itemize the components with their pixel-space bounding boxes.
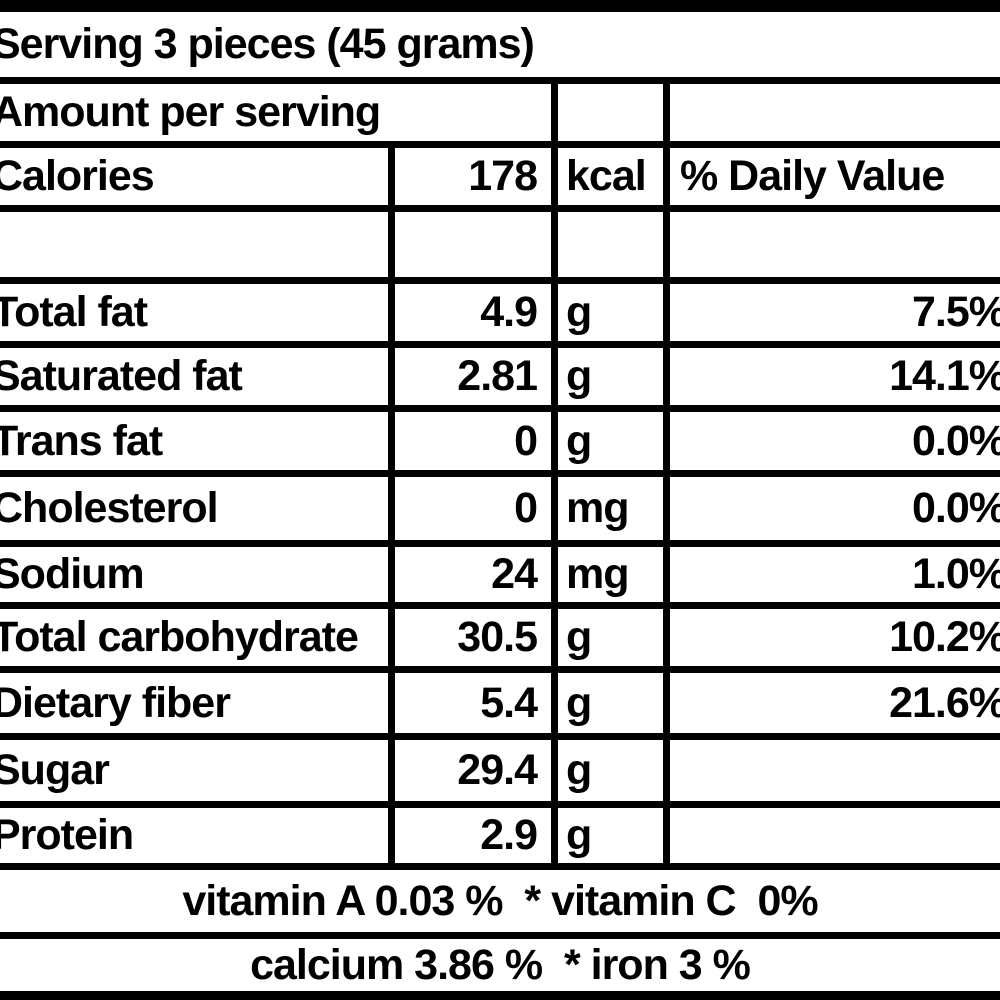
nutrient-daily-value: 7.5% (911, 288, 1000, 336)
nutrient-label: Saturated fat (0, 348, 395, 405)
daily-value-header: % Daily Value (680, 152, 945, 200)
nutrient-label: Sodium (0, 547, 395, 602)
spacer-unit-cell (558, 212, 670, 277)
nutrient-unit: g (558, 740, 670, 801)
row-saturated-fat: Saturated fat 2.81 g 14.1% (0, 348, 1000, 412)
nutrient-value: 2.81 (395, 348, 558, 405)
nutrient-value: 5.4 (395, 673, 558, 733)
nutrient-unit: g (558, 808, 670, 863)
row-trans-fat: Trans fat 0 g 0.0% (0, 412, 1000, 477)
spacer-label-cell (0, 212, 395, 277)
row-protein: Protein 2.9 g (0, 808, 1000, 870)
amount-per-serving-row: Amount per serving (0, 84, 1000, 148)
row-sodium: Sodium 24 mg 1.0% (0, 547, 1000, 609)
nutrient-value: 29.4 (395, 740, 558, 801)
spacer-value-cell (395, 212, 558, 277)
row-sugar: Sugar 29.4 g (0, 740, 1000, 808)
row-total-fat: Total fat 4.9 g 7.5% (0, 284, 1000, 348)
nutrient-daily-value (670, 740, 1000, 801)
nutrient-daily-value: 1.0% (911, 550, 1000, 598)
vitamins-footnote-text: vitamin A 0.03 % * vitamin C 0% (182, 876, 818, 925)
minerals-footnote-text: calcium 3.86 % * iron 3 % (250, 940, 751, 989)
amount-per-serving-label: Amount per serving (0, 84, 558, 141)
nutrient-unit: mg (558, 477, 670, 540)
calories-label: Calories (0, 148, 395, 205)
nutrient-label: Total fat (0, 284, 395, 341)
nutrient-label: Sugar (0, 740, 395, 801)
footnote-row-vitamins: vitamin A 0.03 % * vitamin C 0% (0, 870, 1000, 939)
nutrient-value: 0 (395, 412, 558, 470)
nutrient-value: 4.9 (395, 284, 558, 341)
amount-row-unit-cell (558, 84, 670, 141)
calories-row: Calories 178 kcal % Daily Value (0, 148, 1000, 212)
row-cholesterol: Cholesterol 0 mg 0.0% (0, 477, 1000, 547)
nutrient-value: 0 (395, 477, 558, 540)
nutrient-value: 30.5 (395, 609, 558, 666)
nutrient-label: Dietary fiber (0, 673, 395, 733)
nutrient-daily-value: 14.1% (889, 352, 1000, 400)
nutrient-daily-value: 21.6% (889, 678, 1000, 727)
nutrient-daily-value: 0.0% (911, 416, 1000, 465)
serving-row: Serving 3 pieces (45 grams) (0, 12, 1000, 84)
nutrient-value: 24 (395, 547, 558, 602)
nutrient-daily-value: 10.2% (889, 613, 1000, 661)
nutrient-unit: g (558, 412, 670, 470)
nutrient-unit: g (558, 348, 670, 405)
amount-row-daily-cell (670, 84, 1000, 141)
nutrient-unit: mg (558, 547, 670, 602)
calories-value: 178 (395, 148, 558, 205)
nutrient-value: 2.9 (395, 808, 558, 863)
nutrient-label: Protein (0, 808, 395, 863)
nutrient-label: Total carbohydrate (0, 609, 395, 666)
serving-text: Serving 3 pieces (45 grams) (0, 20, 535, 68)
spacer-row (0, 212, 1000, 284)
nutrient-unit: g (558, 609, 670, 666)
nutrient-unit: g (558, 284, 670, 341)
nutrient-unit: g (558, 673, 670, 733)
spacer-daily-cell (670, 212, 1000, 277)
nutrient-daily-value: 0.0% (911, 484, 1000, 532)
nutrient-label: Trans fat (0, 412, 395, 470)
footnote-row-minerals: calcium 3.86 % * iron 3 % (0, 939, 1000, 991)
nutrient-daily-value (670, 808, 1000, 863)
calories-unit: kcal (558, 148, 670, 205)
row-total-carbohydrate: Total carbohydrate 30.5 g 10.2% (0, 609, 1000, 673)
row-dietary-fiber: Dietary fiber 5.4 g 21.6% (0, 673, 1000, 740)
nutrient-label: Cholesterol (0, 477, 395, 540)
